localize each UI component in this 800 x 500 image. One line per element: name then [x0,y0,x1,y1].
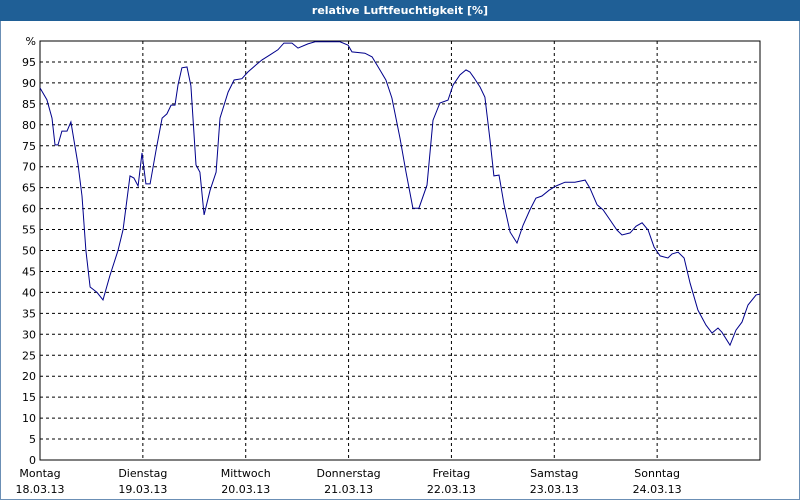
y-tick-label: 10 [22,412,36,425]
title-bar [0,0,800,21]
y-tick-label: 0 [29,454,36,467]
y-tick-label: 60 [22,203,36,216]
x-tick-date: 21.03.13 [324,483,373,496]
y-tick-label: 80 [22,119,36,132]
x-tick-date: 24.03.13 [633,483,682,496]
y-tick-label: 45 [22,265,36,278]
x-tick-label: Montag [19,467,60,480]
x-tick-date: 19.03.13 [118,483,167,496]
chart-title: relative Luftfeuchtigkeit [%] [312,4,488,17]
y-tick-label: 65 [22,182,36,195]
y-tick-label: 15 [22,391,36,404]
y-tick-label: 90 [22,77,36,90]
data-line [39,41,761,347]
x-tick-date: 23.03.13 [530,483,579,496]
y-tick-label: 85 [22,98,36,111]
x-tick-date: 22.03.13 [427,483,476,496]
x-tick-date: 20.03.13 [221,483,270,496]
y-tick-label: 5 [29,433,36,446]
x-tick-label: Dienstag [118,467,167,480]
y-tick-label: 40 [22,286,36,299]
y-tick-label: 20 [22,370,36,383]
x-tick-date: 18.03.13 [16,483,65,496]
y-tick-label: 25 [22,349,36,362]
x-tick-label: Sonntag [634,467,680,480]
y-tick-label: 75 [22,140,36,153]
y-tick-label: % [26,35,36,48]
y-tick-label: 35 [22,307,36,320]
x-tick-label: Freitag [433,467,471,480]
x-tick-label: Samstag [530,467,578,480]
y-tick-label: 50 [22,245,36,258]
x-tick-label: Donnerstag [316,467,380,480]
y-tick-label: 30 [22,328,36,341]
y-tick-label: 70 [22,161,36,174]
y-tick-label: 95 [22,56,36,69]
x-tick-label: Mittwoch [221,467,271,480]
y-tick-label: 55 [22,224,36,237]
